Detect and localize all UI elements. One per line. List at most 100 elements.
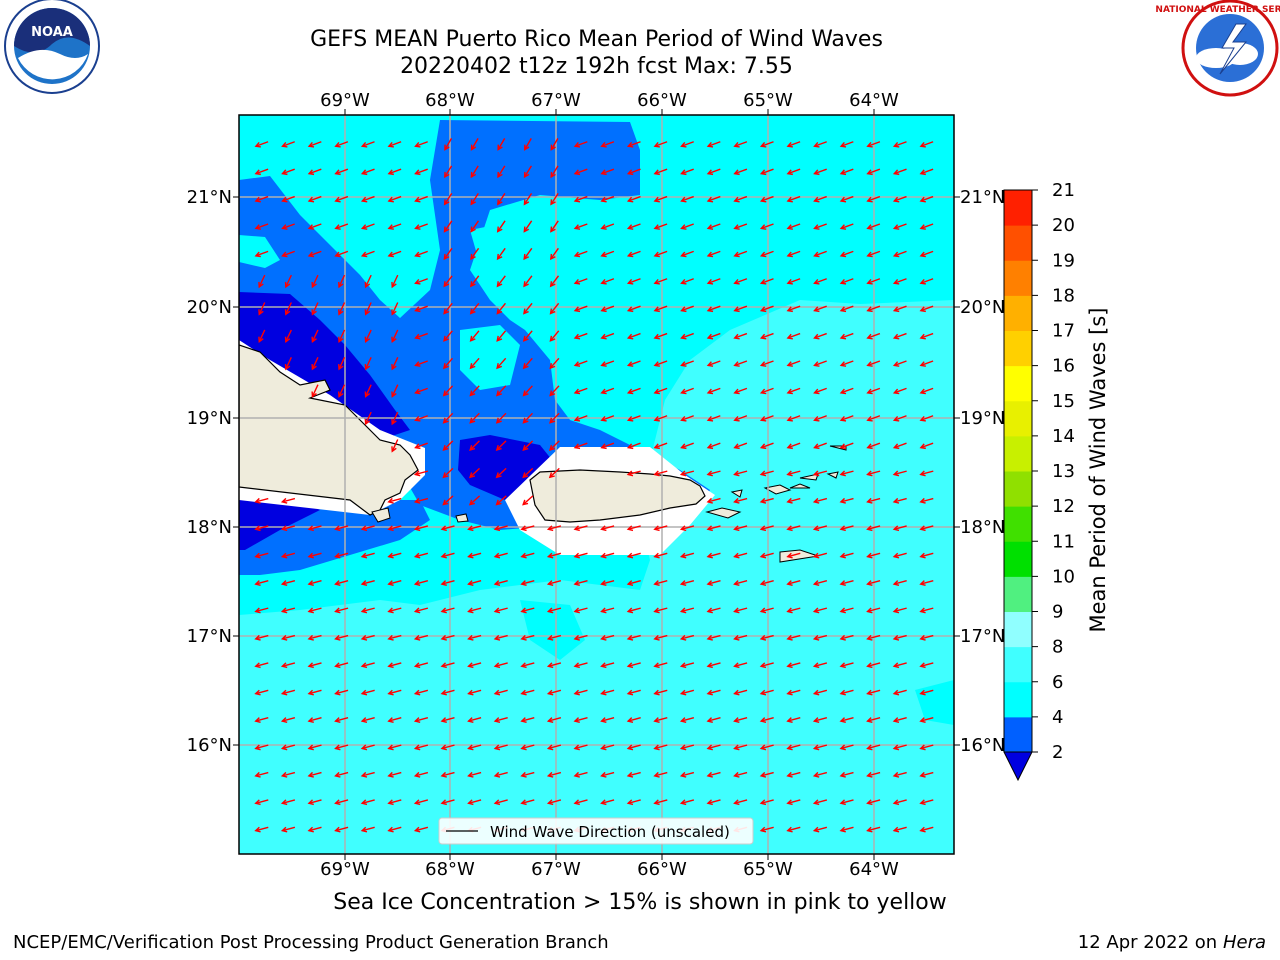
wave-direction-arrow [892,552,907,559]
wave-direction-arrow [520,689,535,696]
wave-direction-arrow [546,607,562,614]
wave-direction-arrow [493,580,508,586]
wave-direction-arrow [360,580,375,586]
wave-direction-arrow [470,138,479,151]
title-line-2: 20220402 t12z 192h fcst Max: 7.55 [400,54,793,79]
wave-direction-arrow [626,195,641,203]
wave-direction-arrow [892,525,907,532]
colorbar-tick-label: 19 [1052,250,1075,271]
wave-direction-arrow [469,357,480,370]
wave-direction-arrow [839,141,854,148]
noaa-logo: NOAA [4,0,100,94]
wave-direction-arrow [892,168,907,176]
wave-direction-arrow [523,165,532,179]
footer-host: Hera [1222,932,1266,953]
wave-direction-arrow [759,826,774,833]
wave-direction-arrow [706,332,721,340]
wave-direction-arrow [467,717,482,723]
colorbar-swatch [1004,330,1032,367]
wave-direction-arrow [573,525,588,532]
wave-direction-arrow [307,634,322,641]
wave-direction-arrow [391,274,399,289]
field-4-6s-region [460,325,520,390]
wave-direction-arrow [281,141,295,148]
wave-direction-arrow [307,250,322,258]
wave-direction-arrow [839,771,854,778]
wave-direction-arrow [600,442,615,450]
wave-direction-arrow [626,250,641,258]
footer-date-text: 12 Apr 2022 on [1077,932,1223,953]
wave-direction-arrow [387,195,402,203]
wave-direction-arrow [679,607,695,614]
wave-direction-arrow [600,634,615,641]
wave-direction-arrow [414,305,428,313]
wave-direction-arrow [839,607,854,614]
wave-direction-arrow [546,799,562,806]
wave-direction-arrow [550,192,559,206]
wave-direction-arrow [573,415,588,422]
wave-direction-arrow [679,634,695,641]
wave-direction-arrow [866,360,881,367]
wave-direction-arrow [523,220,533,233]
wave-direction-arrow [600,580,615,586]
colorbar-tick-label: 6 [1052,672,1063,693]
wave-direction-arrow [364,329,372,344]
wave-direction-arrow [733,580,748,586]
colorbar-tick-label: 13 [1052,461,1075,482]
lon-label-top: 64°W [849,90,899,111]
wave-direction-arrow [470,192,479,206]
wave-direction-arrow [387,799,402,806]
wave-direction-arrow [548,440,560,452]
wave-direction-arrow [812,525,828,532]
small-island [455,513,469,523]
wave-direction-arrow [338,384,346,398]
wave-direction-arrow [600,305,615,313]
wave-direction-arrow [786,689,801,696]
colorbar-swatch [1004,506,1032,542]
wave-direction-arrow [812,689,828,696]
wave-direction-arrow [600,717,615,723]
wave-direction-arrow [413,717,429,723]
wave-direction-arrow [573,305,588,313]
wave-direction-arrow [892,387,907,395]
wave-direction-arrow [549,302,560,315]
wave-direction-arrow [334,634,349,641]
wave-direction-arrow [440,799,455,806]
wave-direction-arrow [653,250,668,258]
wave-direction-arrow [813,360,827,367]
wave-direction-arrow [281,250,295,258]
wave-direction-arrow [360,250,375,258]
wave-direction-arrow [839,497,854,504]
wave-direction-arrow [496,247,506,261]
wave-direction-arrow [307,771,322,778]
wave-direction-arrow [919,387,934,395]
lon-label-bottom: 69°W [320,859,370,880]
lat-label-right: 18°N [960,517,1005,538]
wave-direction-arrow [919,250,934,258]
wave-direction-arrow [413,525,429,532]
wave-direction-arrow [602,855,615,860]
wave-direction-arrow [839,744,854,751]
wave-direction-arrow [812,717,828,723]
wave-direction-arrow [387,634,402,641]
wave-direction-arrow [413,799,429,806]
wave-direction-arrow [495,412,507,424]
wave-direction-arrow [496,357,507,370]
wave-direction-arrow [550,165,559,179]
wave-direction-arrow [653,525,668,532]
wave-direction-arrow [706,250,721,258]
wave-direction-arrow [866,387,881,395]
wave-direction-arrow [812,771,828,778]
wave-direction-arrow [549,247,559,261]
colorbar-swatch [1004,190,1032,226]
wave-direction-arrow [706,223,721,230]
wave-direction-arrow [442,385,454,397]
wave-direction-arrow [387,717,402,723]
wave-direction-arrow [733,552,748,559]
wave-direction-arrow [866,826,881,833]
colorbar-swatch [1004,365,1032,402]
wave-direction-arrow [866,250,881,258]
lat-label-left: 17°N [187,626,232,647]
wave-direction-arrow [387,168,402,176]
wave-direction-arrow [866,525,881,532]
